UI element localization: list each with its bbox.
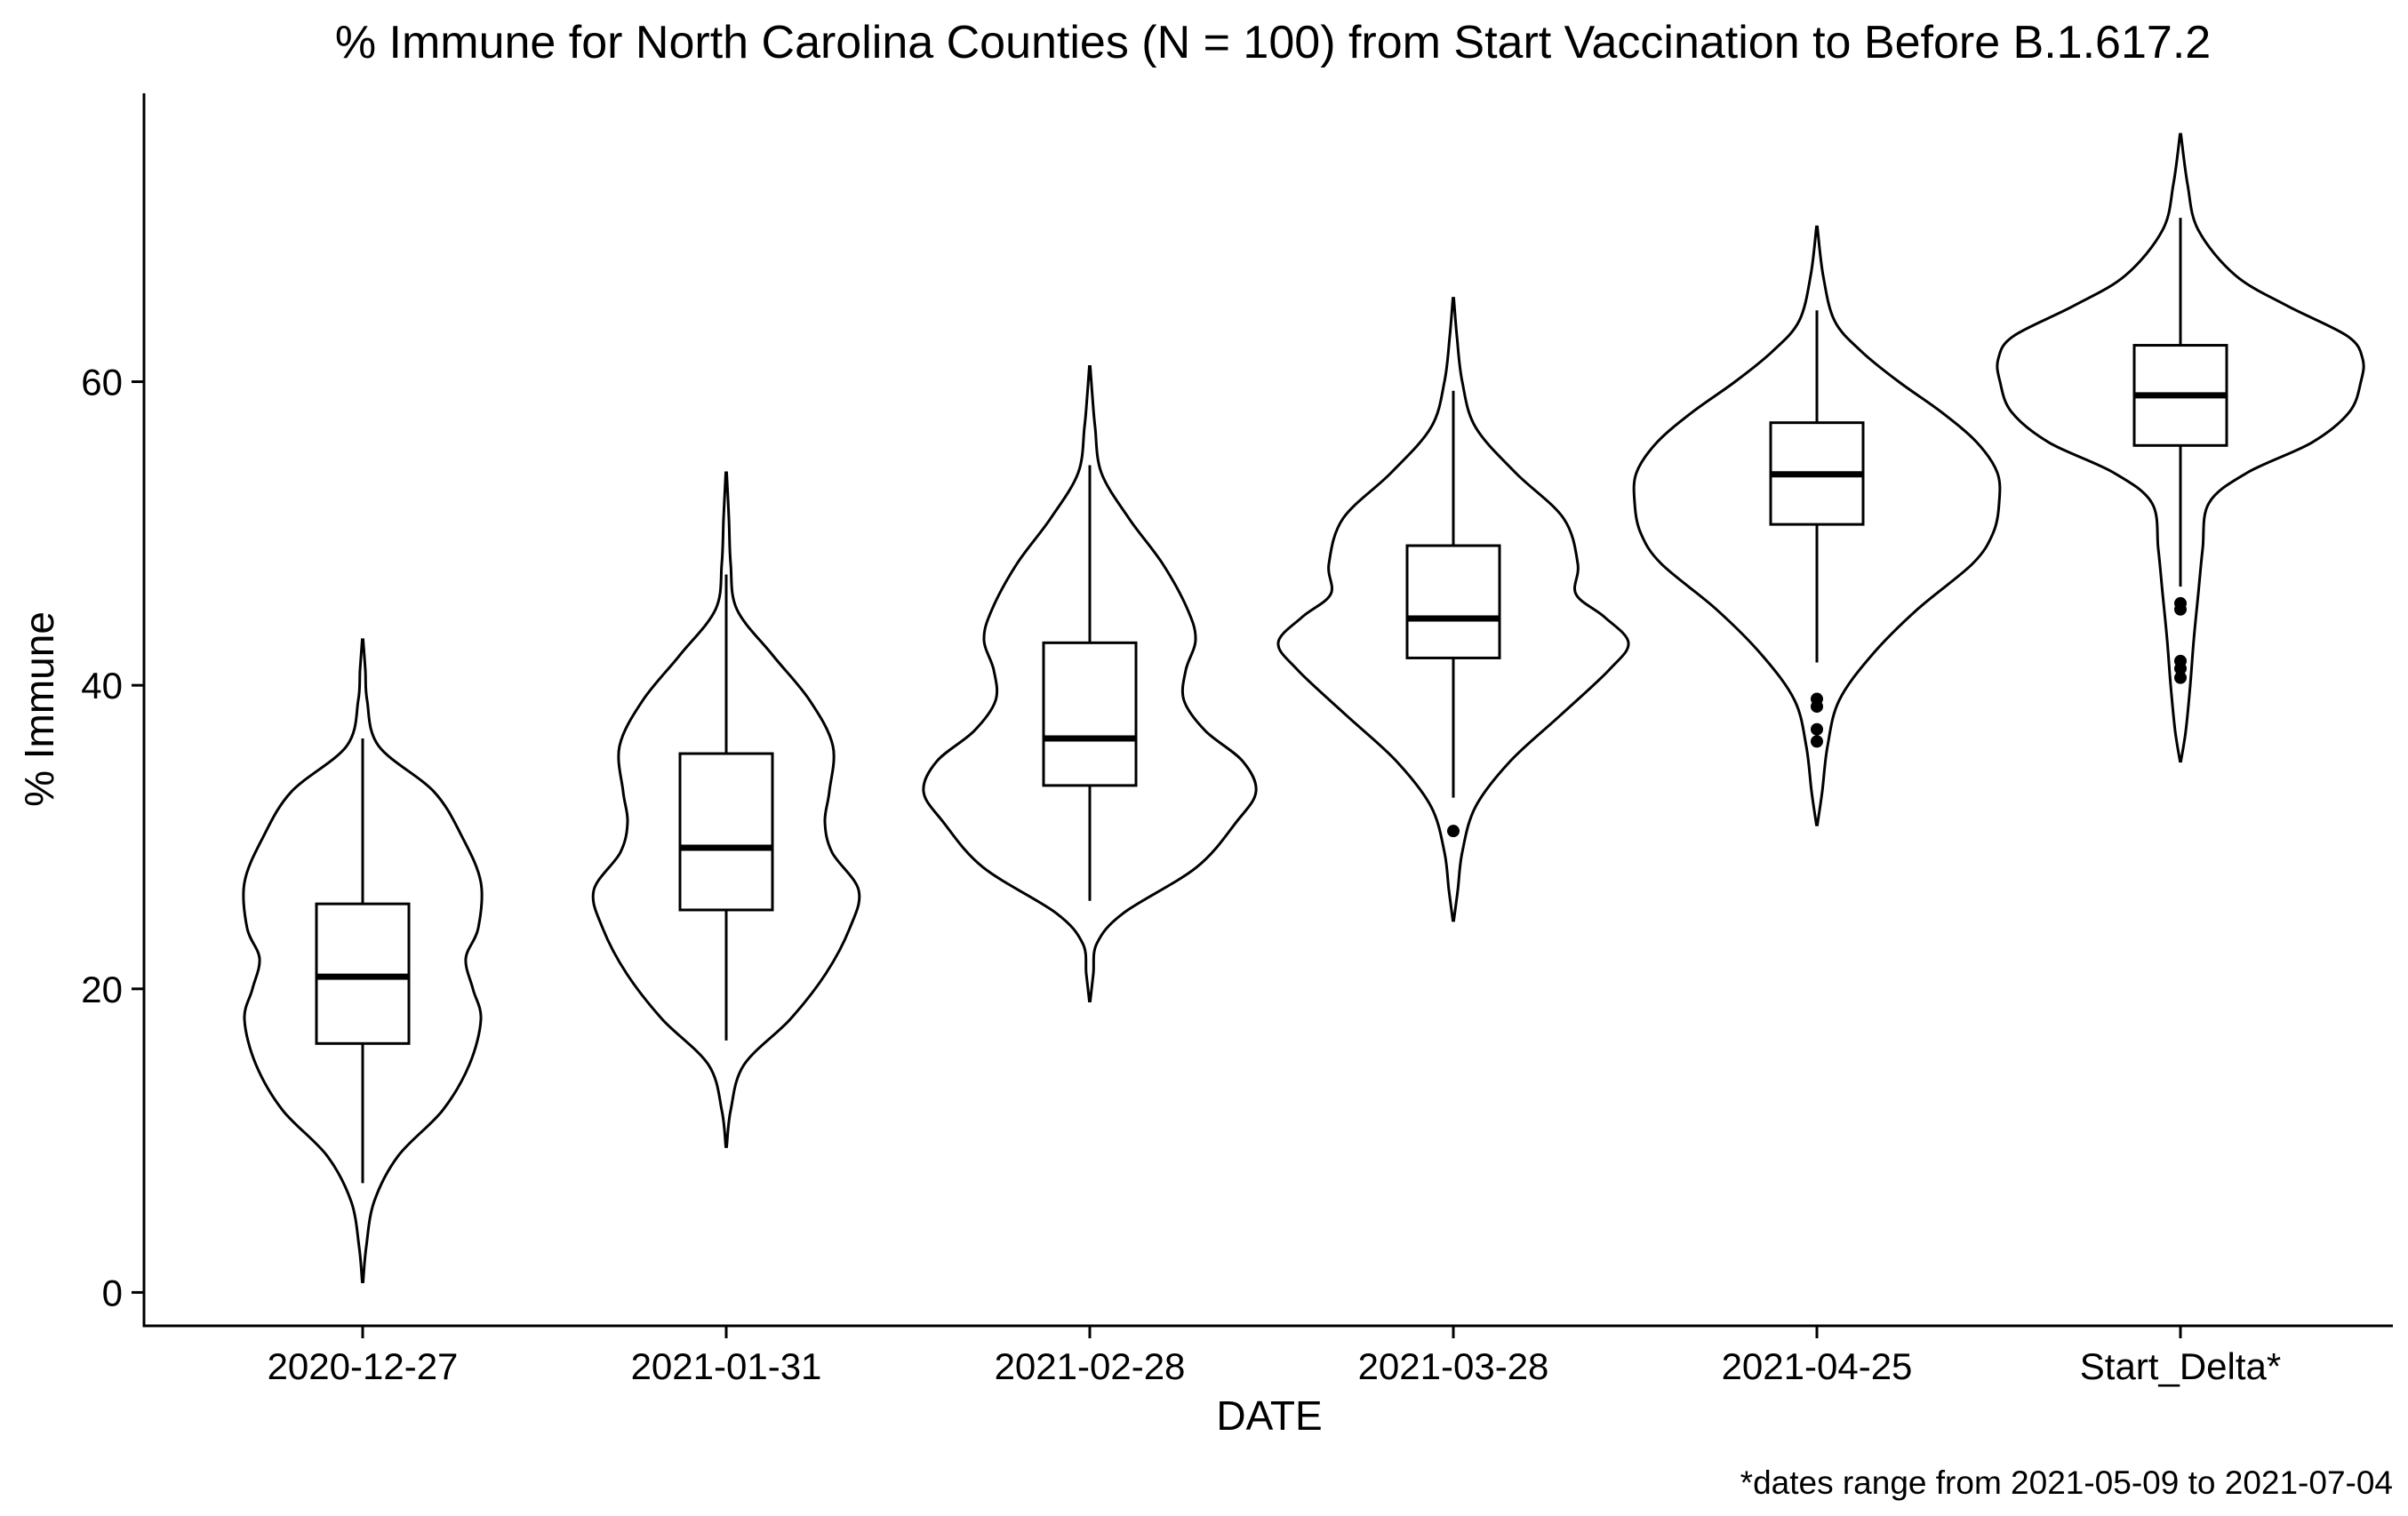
outlier-point <box>1811 722 1823 736</box>
boxplot-Start_Delta* <box>2132 218 2228 684</box>
y-axis-label: % Immune <box>16 611 62 807</box>
boxplot-2021-04-25 <box>1769 310 1865 748</box>
x-tick-label: 2021-02-28 <box>995 1345 1186 1387</box>
chart-caption: *dates range from 2021-05-09 to 2021-07-… <box>1740 1464 2393 1501</box>
violin-2020-12-27 <box>242 638 484 1283</box>
boxplot-2021-02-28 <box>1042 465 1138 901</box>
iqr-box <box>678 752 774 912</box>
boxplot-2021-01-31 <box>678 574 774 1041</box>
y-tick-label: 20 <box>81 969 123 1010</box>
violin-2021-04-25 <box>1632 225 2002 826</box>
outlier-point <box>2174 596 2187 610</box>
x-tick-label: 2021-04-25 <box>1722 1345 1913 1387</box>
boxplot-2021-03-28 <box>1405 390 1501 838</box>
y-tick-label: 0 <box>102 1272 123 1313</box>
y-tick-label: 40 <box>81 665 123 706</box>
violins-layer <box>242 132 2365 1283</box>
outlier-point <box>1811 735 1823 748</box>
outlier-point <box>1811 692 1823 706</box>
y-axis-ticks: 0 20 40 60 <box>81 362 144 1313</box>
violin-2021-01-31 <box>591 471 861 1148</box>
outlier-point <box>2174 654 2187 667</box>
violin-Start_Delta* <box>1996 132 2365 763</box>
outlier-point <box>1447 825 1460 838</box>
x-tick-label: 2021-01-31 <box>631 1345 822 1387</box>
boxplots-layer <box>315 218 2228 1184</box>
iqr-box <box>1042 641 1138 787</box>
y-tick-label: 60 <box>81 362 123 403</box>
violin-2021-02-28 <box>922 365 1258 1002</box>
chart-title: % Immune for North Carolina Counties (N … <box>335 17 2211 68</box>
x-tick-label: Start_Delta* <box>2080 1345 2281 1387</box>
x-axis-ticks: 2020-12-27 2021-01-31 2021-02-28 2021-03-28… <box>268 1326 2281 1387</box>
outlier-point <box>2174 671 2187 684</box>
boxplot-2020-12-27 <box>315 738 411 1184</box>
x-tick-label: 2021-03-28 <box>1358 1345 1549 1387</box>
x-tick-label: 2020-12-27 <box>268 1345 459 1387</box>
x-axis-label: DATE <box>1216 1392 1322 1439</box>
iqr-box <box>1405 544 1501 659</box>
violin-2021-03-28 <box>1276 297 1630 922</box>
